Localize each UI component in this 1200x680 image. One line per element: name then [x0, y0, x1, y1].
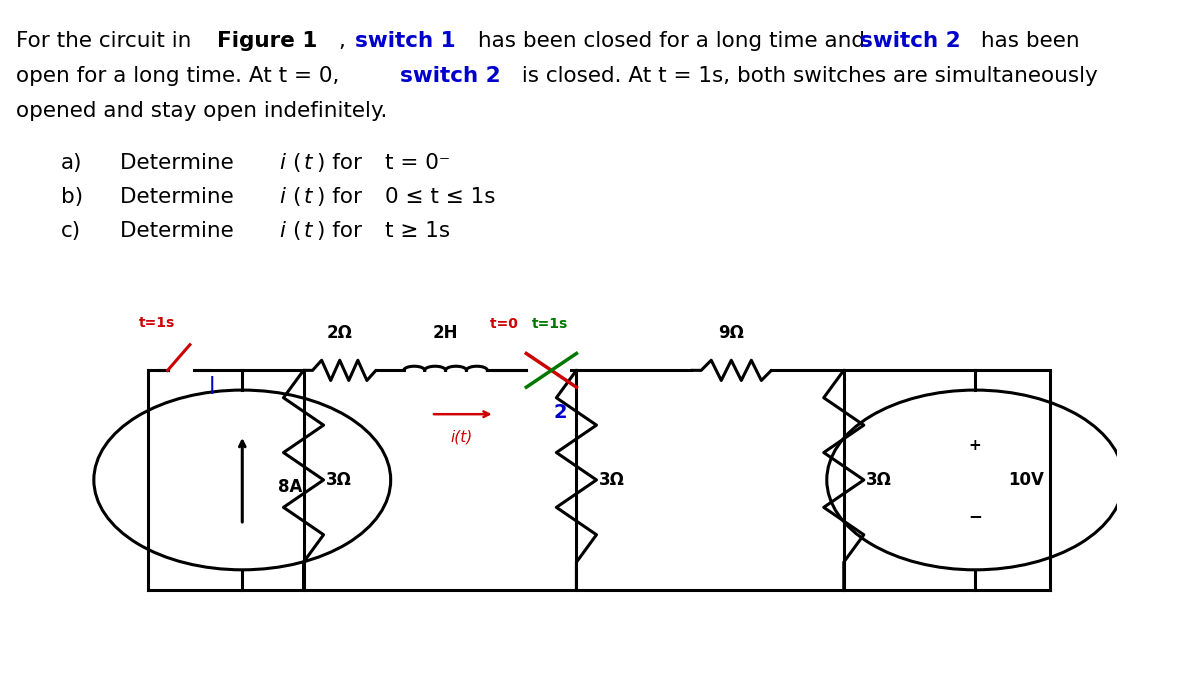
Text: a): a)	[61, 152, 83, 173]
Text: open for a long time. At t = 0,: open for a long time. At t = 0,	[16, 66, 347, 86]
Text: 0 ≤ t ≤ 1s: 0 ≤ t ≤ 1s	[385, 187, 496, 207]
Text: 9Ω: 9Ω	[719, 324, 744, 342]
Text: 8A: 8A	[278, 477, 302, 496]
Text: 2H: 2H	[433, 324, 458, 342]
Text: 3Ω: 3Ω	[866, 471, 892, 489]
Text: t ≥ 1s: t ≥ 1s	[385, 221, 450, 241]
Text: b): b)	[61, 187, 83, 207]
Text: i: i	[280, 187, 286, 207]
Text: 10V: 10V	[1009, 471, 1044, 489]
Text: has been closed for a long time and: has been closed for a long time and	[470, 31, 871, 51]
Text: Figure 1: Figure 1	[217, 31, 317, 51]
Text: t=1s: t=1s	[139, 316, 175, 330]
Text: t=1s: t=1s	[532, 318, 568, 331]
Text: i: i	[280, 221, 286, 241]
Text: t=0: t=0	[491, 318, 523, 331]
Text: Determine: Determine	[120, 187, 240, 207]
Text: ) for: ) for	[317, 187, 368, 207]
Text: ,: ,	[340, 31, 353, 51]
Text: 2: 2	[553, 403, 568, 422]
Text: i: i	[280, 152, 286, 173]
Text: ) for: ) for	[317, 152, 368, 173]
Text: |: |	[209, 376, 216, 394]
Text: t = 0⁻: t = 0⁻	[385, 152, 450, 173]
Text: +: +	[968, 439, 982, 454]
Text: has been: has been	[974, 31, 1080, 51]
Text: t: t	[304, 152, 312, 173]
Text: Determine: Determine	[120, 221, 240, 241]
Text: 2Ω: 2Ω	[326, 324, 353, 342]
Text: switch 2: switch 2	[401, 66, 502, 86]
Text: For the circuit in: For the circuit in	[16, 31, 198, 51]
Text: ) for: ) for	[317, 221, 368, 241]
Text: −: −	[968, 507, 982, 525]
Text: t: t	[304, 187, 312, 207]
Text: 3Ω: 3Ω	[599, 471, 624, 489]
Text: (: (	[293, 187, 301, 207]
Text: 3Ω: 3Ω	[326, 471, 352, 489]
Text: (: (	[293, 221, 301, 241]
Text: is closed. At t = 1s, both switches are simultaneously: is closed. At t = 1s, both switches are …	[515, 66, 1098, 86]
Text: Determine: Determine	[120, 152, 240, 173]
Text: i(t): i(t)	[450, 429, 473, 444]
Text: opened and stay open indefinitely.: opened and stay open indefinitely.	[16, 101, 388, 121]
Text: t: t	[304, 221, 312, 241]
Text: c): c)	[61, 221, 80, 241]
Text: switch 1: switch 1	[355, 31, 455, 51]
Text: switch 2: switch 2	[860, 31, 961, 51]
Text: (: (	[293, 152, 301, 173]
